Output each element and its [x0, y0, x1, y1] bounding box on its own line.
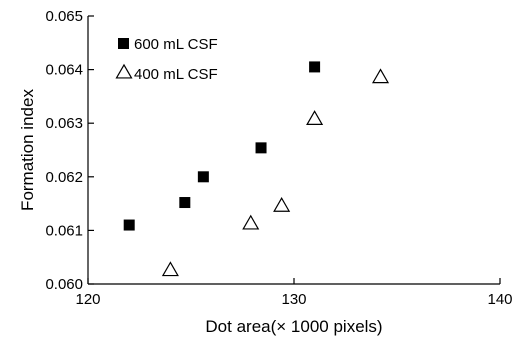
legend-marker-400ml [115, 63, 133, 79]
data-points [123, 61, 390, 277]
y-tick-label: 0.064 [45, 62, 83, 79]
point-600ml-csf [255, 142, 267, 154]
point-400ml-csf [371, 68, 390, 84]
x-tick-label: 140 [487, 291, 512, 308]
legend-label-600ml: 600 mL CSF [134, 36, 218, 53]
y-tick-label: 0.062 [45, 169, 83, 186]
x-tick-label: 130 [281, 291, 306, 308]
point-600ml-csf [123, 219, 135, 231]
y-tick-label: 0.063 [45, 115, 83, 132]
y-tick-label: 0.065 [45, 8, 83, 25]
legend-marker-600ml [118, 38, 129, 49]
point-600ml-csf [309, 61, 321, 73]
y-tick-label: 0.061 [45, 222, 83, 239]
legend-label-400ml: 400 mL CSF [134, 66, 218, 83]
y-tick-label: 0.060 [45, 276, 83, 293]
x-tick-label: 120 [75, 291, 100, 308]
point-600ml-csf [197, 171, 209, 183]
point-400ml-csf [242, 214, 260, 230]
y-axis-title: Formation index [18, 89, 37, 211]
point-400ml-csf [161, 261, 179, 277]
point-400ml-csf [306, 110, 324, 126]
point-400ml-csf [273, 196, 291, 212]
x-axis-title: Dot area(× 1000 pixels) [205, 317, 382, 336]
x-axis-ticks: 120 130 140 [75, 278, 513, 308]
y-axis-ticks: 0.060 0.061 0.062 0.063 0.064 0.065 [45, 8, 94, 293]
legend: 600 mL CSF 400 mL CSF [115, 36, 218, 83]
point-600ml-csf [179, 197, 191, 209]
